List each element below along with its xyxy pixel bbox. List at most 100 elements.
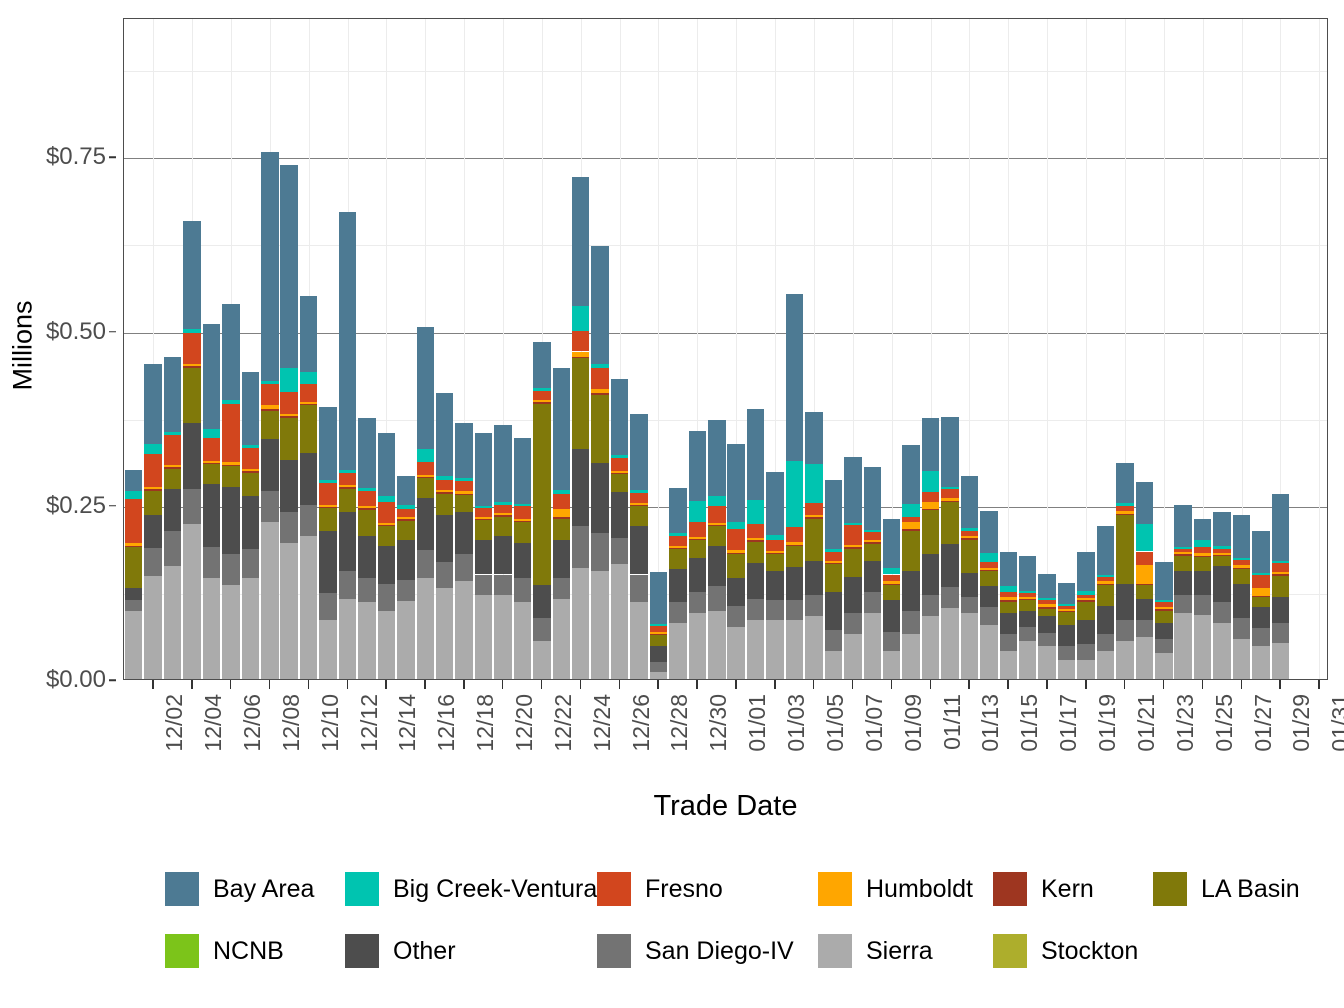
bar-segment — [319, 482, 337, 505]
legend-item[interactable]: LA Basin — [1153, 858, 1300, 920]
bar[interactable] — [377, 433, 396, 679]
bar-segment — [688, 536, 707, 539]
legend-item[interactable]: San Diego-IV — [597, 920, 794, 982]
bar[interactable] — [183, 221, 201, 679]
bar[interactable] — [591, 245, 609, 679]
bar[interactable] — [1155, 561, 1173, 679]
legend-item[interactable]: Fresno — [597, 858, 723, 920]
bar[interactable] — [999, 551, 1018, 679]
bar[interactable] — [222, 304, 240, 679]
bar-segment — [1077, 601, 1095, 620]
bar[interactable] — [1311, 678, 1327, 679]
bar[interactable] — [1077, 552, 1095, 679]
x-tick-label: 12/26 — [627, 694, 654, 752]
legend-item[interactable]: Other — [345, 920, 456, 982]
bar-segment — [1096, 526, 1115, 576]
legend-item[interactable]: NCNB — [165, 920, 284, 982]
bar[interactable] — [1252, 531, 1270, 679]
bar[interactable] — [338, 212, 357, 679]
bar-segment — [591, 532, 609, 571]
bar[interactable] — [513, 437, 532, 679]
bar[interactable] — [416, 327, 434, 679]
bar[interactable] — [1271, 494, 1290, 679]
bar[interactable] — [144, 364, 162, 679]
bar[interactable] — [455, 422, 473, 679]
bar[interactable] — [708, 419, 726, 679]
bar[interactable] — [863, 467, 881, 679]
bar-segment — [941, 607, 959, 679]
bar-segment — [1057, 624, 1076, 646]
bar[interactable] — [124, 469, 143, 679]
x-tick-label: 12/16 — [433, 694, 460, 752]
bar-segment — [980, 561, 998, 568]
bar-segment — [1077, 619, 1095, 645]
bar[interactable] — [1213, 512, 1231, 679]
bar-segment — [202, 324, 221, 429]
bar[interactable] — [1193, 519, 1212, 679]
bar[interactable] — [921, 418, 940, 679]
bar[interactable] — [533, 342, 551, 679]
bar[interactable] — [1116, 463, 1134, 679]
bar[interactable] — [474, 433, 493, 679]
legend-row-primary: Bay Area Big Creek-Ventura Fresno Humboldt K… — [0, 858, 1344, 920]
bar-segment — [533, 640, 551, 679]
x-tick-label: 01/05 — [821, 694, 848, 752]
bar[interactable] — [1291, 678, 1308, 679]
bar[interactable] — [902, 444, 920, 679]
bar[interactable] — [727, 444, 745, 679]
bar-segment — [960, 527, 979, 531]
bar[interactable] — [669, 488, 687, 679]
bar-segment — [941, 489, 959, 498]
bar-segment — [1135, 551, 1154, 566]
bar[interactable] — [688, 430, 707, 679]
legend-item[interactable]: Bay Area — [165, 858, 314, 920]
bar[interactable] — [980, 511, 998, 679]
bar[interactable] — [358, 418, 376, 679]
bar-segment — [844, 456, 862, 523]
bar-segment — [202, 577, 221, 679]
bar[interactable] — [552, 368, 571, 679]
bar[interactable] — [824, 479, 843, 679]
bar-segment — [649, 571, 668, 624]
bar[interactable] — [571, 177, 590, 679]
bar-segment — [1057, 610, 1076, 613]
legend-item[interactable]: Kern — [993, 858, 1094, 920]
bar[interactable] — [1096, 526, 1115, 679]
bar-segment — [455, 511, 473, 554]
bar[interactable] — [844, 456, 862, 679]
legend-row-secondary: NCNB Other San Diego-IV Sierra Stockton — [0, 920, 1344, 982]
bar[interactable] — [1135, 481, 1154, 679]
bar-segment — [805, 595, 823, 617]
bar[interactable] — [280, 165, 298, 679]
bar[interactable] — [299, 295, 318, 679]
bar[interactable] — [494, 425, 512, 679]
legend-item[interactable]: Big Creek-Ventura — [345, 858, 597, 920]
bar[interactable] — [1057, 582, 1076, 679]
bar[interactable] — [319, 407, 337, 679]
bar[interactable] — [882, 518, 901, 679]
bar[interactable] — [746, 409, 765, 679]
bar[interactable] — [435, 393, 454, 679]
bar[interactable] — [241, 371, 260, 679]
bar[interactable] — [202, 324, 221, 679]
bar[interactable] — [1174, 504, 1192, 679]
bar[interactable] — [630, 413, 648, 679]
legend-item[interactable]: Humboldt — [818, 858, 973, 920]
bar[interactable] — [960, 475, 979, 679]
bar[interactable] — [941, 417, 959, 679]
legend-item[interactable]: Stockton — [993, 920, 1138, 982]
bar[interactable] — [1232, 514, 1251, 679]
bar[interactable] — [610, 378, 629, 679]
bar[interactable] — [785, 293, 804, 679]
bar[interactable] — [805, 412, 823, 679]
legend-item[interactable]: Sierra — [818, 920, 933, 982]
bar[interactable] — [1038, 573, 1056, 679]
bar[interactable] — [261, 151, 279, 679]
bar[interactable] — [163, 357, 182, 679]
bar[interactable] — [1019, 555, 1037, 679]
bar[interactable] — [397, 475, 415, 679]
legend: Bay Area Big Creek-Ventura Fresno Humboldt K… — [0, 858, 1344, 982]
bar-segment — [261, 405, 279, 410]
bar[interactable] — [649, 571, 668, 679]
bar[interactable] — [766, 472, 784, 679]
